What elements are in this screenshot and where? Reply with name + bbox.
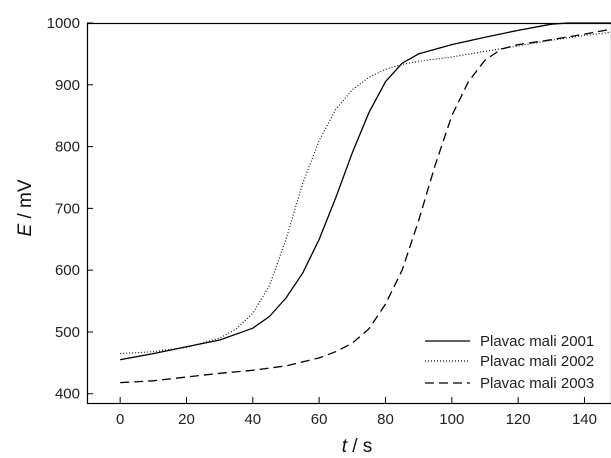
series-line-plavac-mali-2003 — [120, 28, 611, 384]
y-tick-label: 700 — [55, 200, 80, 217]
y-axis-label: E / mV — [15, 179, 36, 236]
x-tick-label: 0 — [116, 411, 124, 428]
legend-label-2003: Plavac mali 2003 — [480, 375, 594, 392]
axis-ticks: 0 20 40 60 80 100 120 140 400 500 600 700 800 900 1000 — [47, 15, 597, 428]
series-line-plavac-mali-2002 — [120, 31, 611, 355]
plot-frame — [86, 22, 611, 405]
y-axis-label-variable: E — [15, 224, 36, 237]
x-tick-label: 20 — [178, 411, 195, 428]
y-tick-label: 1000 — [47, 15, 80, 32]
x-tick-label: 60 — [311, 411, 328, 428]
y-tick-label: 600 — [55, 262, 80, 279]
x-tick-label: 120 — [506, 411, 531, 428]
x-axis-label-unit: / s — [347, 436, 372, 457]
x-axis-label: t / s — [342, 436, 373, 457]
x-tick-label: 80 — [377, 411, 394, 428]
legend-label-2002: Plavac mali 2002 — [480, 353, 594, 370]
legend: Plavac mali 2001 Plavac mali 2002 Plavac… — [425, 333, 594, 392]
x-axis-label-variable: t — [342, 436, 348, 457]
series-line-plavac-mali-2001 — [120, 22, 611, 361]
y-axis-label-unit: / mV — [15, 179, 36, 224]
y-tick-label: 400 — [55, 386, 80, 403]
x-tick-label: 140 — [572, 411, 597, 428]
x-tick-label: 100 — [439, 411, 464, 428]
y-tick-label: 900 — [55, 77, 80, 94]
y-tick-label: 500 — [55, 324, 80, 341]
x-tick-label: 40 — [244, 411, 261, 428]
legend-label-2001: Plavac mali 2001 — [480, 333, 594, 350]
plot-lines — [120, 22, 611, 384]
y-tick-label: 800 — [55, 139, 80, 156]
